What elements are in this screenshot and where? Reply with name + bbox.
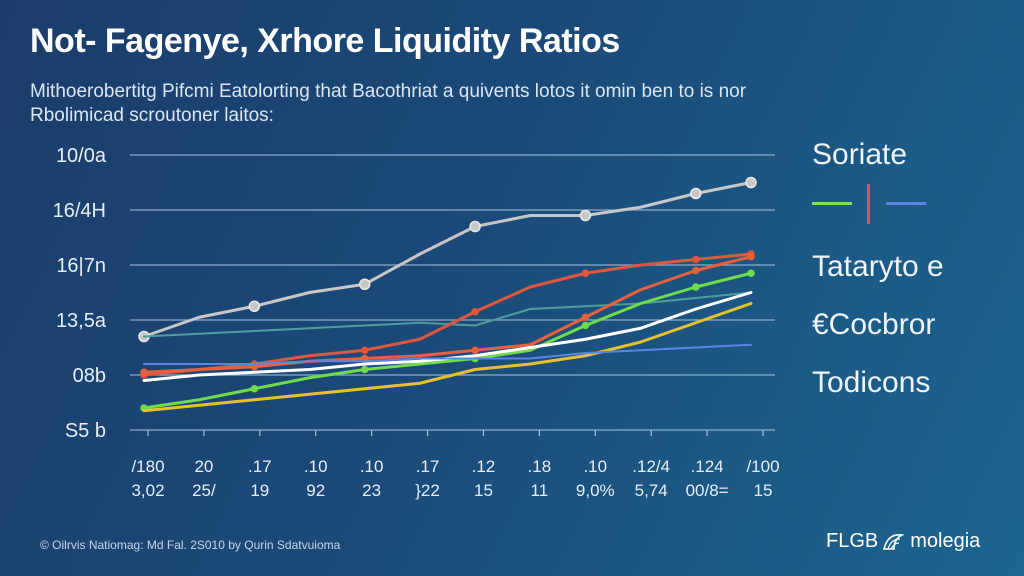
- x-tick-label: .124: [691, 457, 724, 476]
- x-tick-label: 19: [250, 481, 269, 500]
- data-point-red-lower: [747, 253, 755, 261]
- x-tick-label: .10: [583, 457, 607, 476]
- data-point-red-lower: [471, 346, 479, 354]
- x-tick-label: .17: [248, 457, 272, 476]
- y-tick-label: 13,5a: [56, 310, 107, 332]
- x-tick-label: 5,74: [635, 481, 668, 500]
- y-axis-tick-labels: S5 b 08b 13,5a 16|7n 16/4H 10/0a: [53, 145, 107, 442]
- brand-logo: FLGB molegia: [826, 530, 980, 553]
- series-line-blue: [143, 343, 752, 365]
- legend-swatch-red: [867, 184, 870, 224]
- x-tick-label: .10: [360, 457, 384, 476]
- data-point-green: [581, 321, 590, 330]
- data-point-gray: [248, 300, 261, 312]
- x-tick-label: 92: [306, 481, 325, 500]
- x-tick-label: .12: [472, 457, 496, 476]
- brand-left-text: FLGB: [826, 530, 879, 552]
- gridlines: [130, 154, 775, 436]
- x-tick-label: 3,02: [131, 481, 164, 500]
- data-point-green: [692, 283, 700, 291]
- shell-logo-icon: [882, 531, 906, 553]
- legend-swatches: [812, 184, 1012, 224]
- x-tick-label: 20: [194, 457, 213, 476]
- data-point-gray: [579, 209, 592, 222]
- data-point-red-lower: [692, 266, 700, 275]
- series-line-yellow: [142, 302, 753, 413]
- data-series: [138, 176, 757, 413]
- data-point-red-upper: [692, 255, 700, 264]
- series-line-green: [142, 271, 753, 410]
- data-point-gray: [469, 220, 481, 233]
- x-tick-label: 9,0%: [576, 481, 615, 500]
- data-point-red-lower: [581, 313, 590, 321]
- series-line-red-lower: [142, 255, 753, 374]
- legend-item-1: Tataryto e: [812, 250, 944, 283]
- legend: Soriate Tataryto e €Cocbror Todicons: [812, 138, 1012, 412]
- x-tick-label: }22: [415, 481, 440, 500]
- data-point-green: [250, 385, 259, 393]
- y-tick-label: 10/0a: [56, 145, 107, 167]
- x-tick-label: 23: [362, 481, 381, 500]
- x-tick-label: /100: [746, 457, 779, 476]
- series-line-red-upper: [142, 252, 753, 377]
- series-line-gray: [142, 181, 753, 338]
- x-tick-label: 11: [531, 481, 549, 500]
- x-axis-tick-labels: /180 3,02 20 25/ .17 19 .10 92 .10 23 .17 }22 .12 15.…: [131, 457, 779, 500]
- data-point-red-upper: [360, 346, 369, 354]
- legend-swatch-blue: [886, 202, 926, 205]
- y-tick-label: 08b: [73, 365, 106, 387]
- x-tick-label: 25/: [192, 481, 216, 500]
- legend-swatch-green: [812, 202, 852, 205]
- brand-right-text: molegia: [910, 530, 981, 552]
- x-tick-label: 15: [474, 481, 493, 500]
- subtitle-line-2: Rbolimicad scroutoner laitos:: [30, 105, 274, 126]
- data-point-gray: [745, 176, 757, 189]
- legend-title: Soriate: [812, 138, 908, 171]
- x-tick-label: .12/4: [632, 457, 670, 476]
- y-tick-label: S5 b: [65, 420, 106, 442]
- data-point-red-lower: [140, 368, 148, 376]
- x-tick-label: 00/8=: [686, 481, 729, 500]
- data-point-gray: [690, 187, 702, 200]
- data-point-gray: [358, 278, 371, 290]
- y-tick-label: 16|7n: [56, 255, 106, 277]
- data-point-green: [747, 269, 755, 277]
- legend-item-2: €Cocbror: [812, 308, 936, 341]
- x-tick-label: .18: [528, 457, 552, 476]
- x-tick-label: .17: [416, 457, 440, 476]
- subtitle-line-1: Mithoerobertitg Pifcmi Eatolorting that …: [30, 81, 747, 102]
- data-point-green: [360, 365, 369, 374]
- x-tick-label: /180: [131, 457, 164, 476]
- legend-item-3: Todicons: [812, 366, 931, 399]
- x-tick-label: 15: [754, 481, 773, 500]
- data-point-red-upper: [581, 269, 590, 277]
- footer-copyright: © Oilrvis Natiomag: Md Fal. 2S010 by Qur…: [40, 538, 341, 552]
- chart-title: Not- Fagenye, Xrhore Liquidity Ratios: [30, 22, 620, 60]
- chart-subtitle: Mithoerobertitg Pifcmi Eatolorting that …: [30, 80, 930, 128]
- y-tick-label: 16/4H: [53, 200, 106, 222]
- data-point-red-upper: [471, 308, 479, 316]
- x-tick-label: .10: [304, 457, 328, 476]
